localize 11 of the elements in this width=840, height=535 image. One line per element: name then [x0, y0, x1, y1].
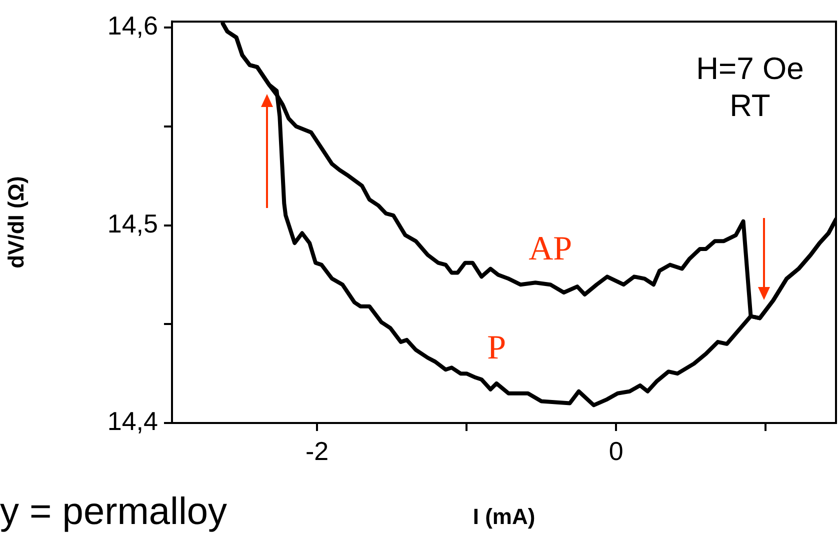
y-tick-label: 14,5 — [107, 208, 158, 238]
annotation: H=7 Oe RT — [695, 50, 805, 124]
text: y = permalloy — [0, 490, 228, 535]
x-tick-label: -2 — [306, 436, 329, 466]
y-tick-label: 14,4 — [107, 406, 158, 436]
y-axis-title: dV/dI (Ω) — [3, 176, 28, 268]
x-tick-label: 0 — [608, 436, 624, 466]
y-tick-label: 14,6 — [107, 10, 158, 41]
x-axis-title: I (mA) — [472, 504, 536, 529]
series-label: AP — [528, 230, 572, 268]
series-label: P — [487, 329, 506, 366]
